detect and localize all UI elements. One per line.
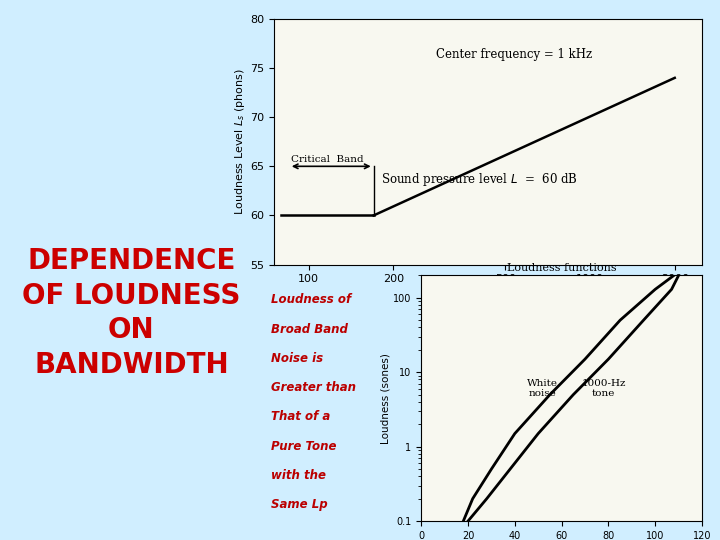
- Text: Same Lp: Same Lp: [271, 498, 328, 511]
- Y-axis label: Loudness Level $L_s$ (phons): Loudness Level $L_s$ (phons): [233, 69, 247, 215]
- Text: DEPENDENCE
OF LOUDNESS
ON
BANDWIDTH: DEPENDENCE OF LOUDNESS ON BANDWIDTH: [22, 247, 240, 379]
- X-axis label: Bandwidth (Hz): Bandwidth (Hz): [440, 287, 536, 300]
- Y-axis label: Loudness (sones): Loudness (sones): [380, 353, 390, 444]
- Text: White
noise: White noise: [527, 379, 559, 399]
- Text: Sound pressure level $L$  =  60 dB: Sound pressure level $L$ = 60 dB: [381, 171, 577, 188]
- Text: Critical  Band: Critical Band: [292, 156, 364, 164]
- Text: Center frequency = 1 kHz: Center frequency = 1 kHz: [436, 49, 593, 62]
- Text: Broad Band: Broad Band: [271, 322, 348, 335]
- Title: Loudness functions: Loudness functions: [507, 263, 616, 273]
- Text: with the: with the: [271, 469, 325, 482]
- Text: Pure Tone: Pure Tone: [271, 440, 336, 453]
- Text: Loudness of: Loudness of: [271, 293, 351, 306]
- Text: Noise is: Noise is: [271, 352, 323, 365]
- Text: 1000-Hz
tone: 1000-Hz tone: [582, 379, 626, 399]
- Text: That of a: That of a: [271, 410, 330, 423]
- Text: Greater than: Greater than: [271, 381, 356, 394]
